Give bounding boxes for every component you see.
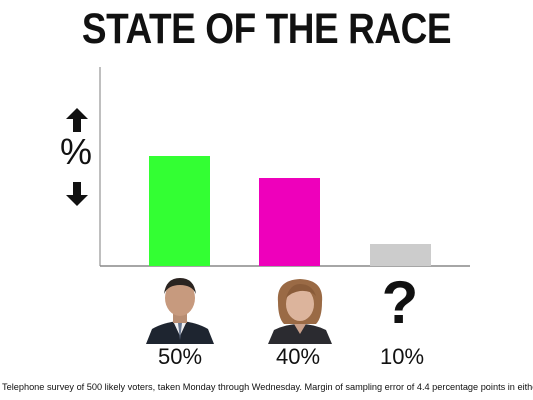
candidate-portrait-2: [262, 274, 338, 344]
bar-1: [149, 156, 210, 266]
y-axis-label: %: [59, 131, 92, 172]
candidate-portrait-1: [142, 274, 218, 344]
data-label-2: 40%: [275, 344, 321, 369]
bar-3: [370, 244, 431, 266]
data-label-3: 10%: [379, 344, 425, 369]
page-title: STATE OF THE RACE: [81, 5, 452, 53]
bar-2: [259, 178, 320, 266]
data-label-1: 50%: [157, 344, 203, 369]
arrow-up-icon: [66, 108, 88, 132]
bars-group: [149, 156, 431, 266]
footnote: Telephone survey of 500 likely voters, t…: [2, 382, 533, 392]
question-mark: ?: [381, 269, 419, 336]
arrow-down-icon: [66, 182, 88, 206]
